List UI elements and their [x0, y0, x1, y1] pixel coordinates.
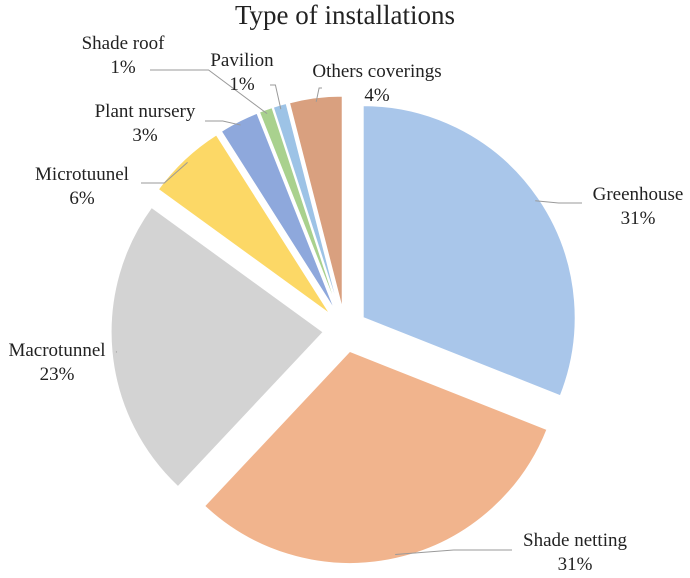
leader-line [141, 161, 188, 184]
slice-percent: 1% [229, 74, 255, 95]
slice-label: Others coverings [312, 61, 441, 82]
slice-percent: 6% [69, 188, 95, 209]
slice-label: Greenhouse [593, 184, 684, 205]
slice-label: Macrotunnel [8, 340, 105, 361]
pie-slice-shade-roof [258, 107, 339, 310]
pie-slice-shade-netting [203, 350, 548, 564]
slice-percent: 4% [364, 85, 390, 106]
pie-slice-macrotunnel [110, 206, 324, 488]
slice-percent: 1% [110, 57, 136, 78]
slice-percent: 23% [40, 364, 75, 385]
slice-percent: 31% [558, 554, 593, 575]
slice-label: Pavilion [210, 50, 274, 71]
leader-line [150, 69, 268, 114]
pie-slice-microtuunel [157, 134, 331, 315]
pie-slice-others-coverings [288, 95, 343, 309]
pie-slices [110, 95, 576, 564]
slice-label: Microtuunel [35, 164, 129, 185]
leader-line [395, 549, 512, 555]
slice-label: Plant nursery [95, 101, 196, 122]
leader-line [270, 84, 282, 110]
pie-slice-plant-nursery [220, 112, 336, 311]
leader-line [315, 87, 322, 102]
slice-percent: 3% [132, 125, 158, 146]
leader-line [205, 120, 241, 126]
pie-slice-greenhouse [362, 105, 576, 397]
slice-percent: 31% [621, 208, 656, 229]
pie-labels: Greenhouse 31% Shade netting 31% Macrotunnel… [8, 33, 683, 575]
chart-title: Type of installations [235, 0, 455, 30]
slice-label: Shade roof [82, 33, 166, 54]
leader-line [535, 200, 582, 204]
slice-label: Shade netting [523, 530, 627, 551]
